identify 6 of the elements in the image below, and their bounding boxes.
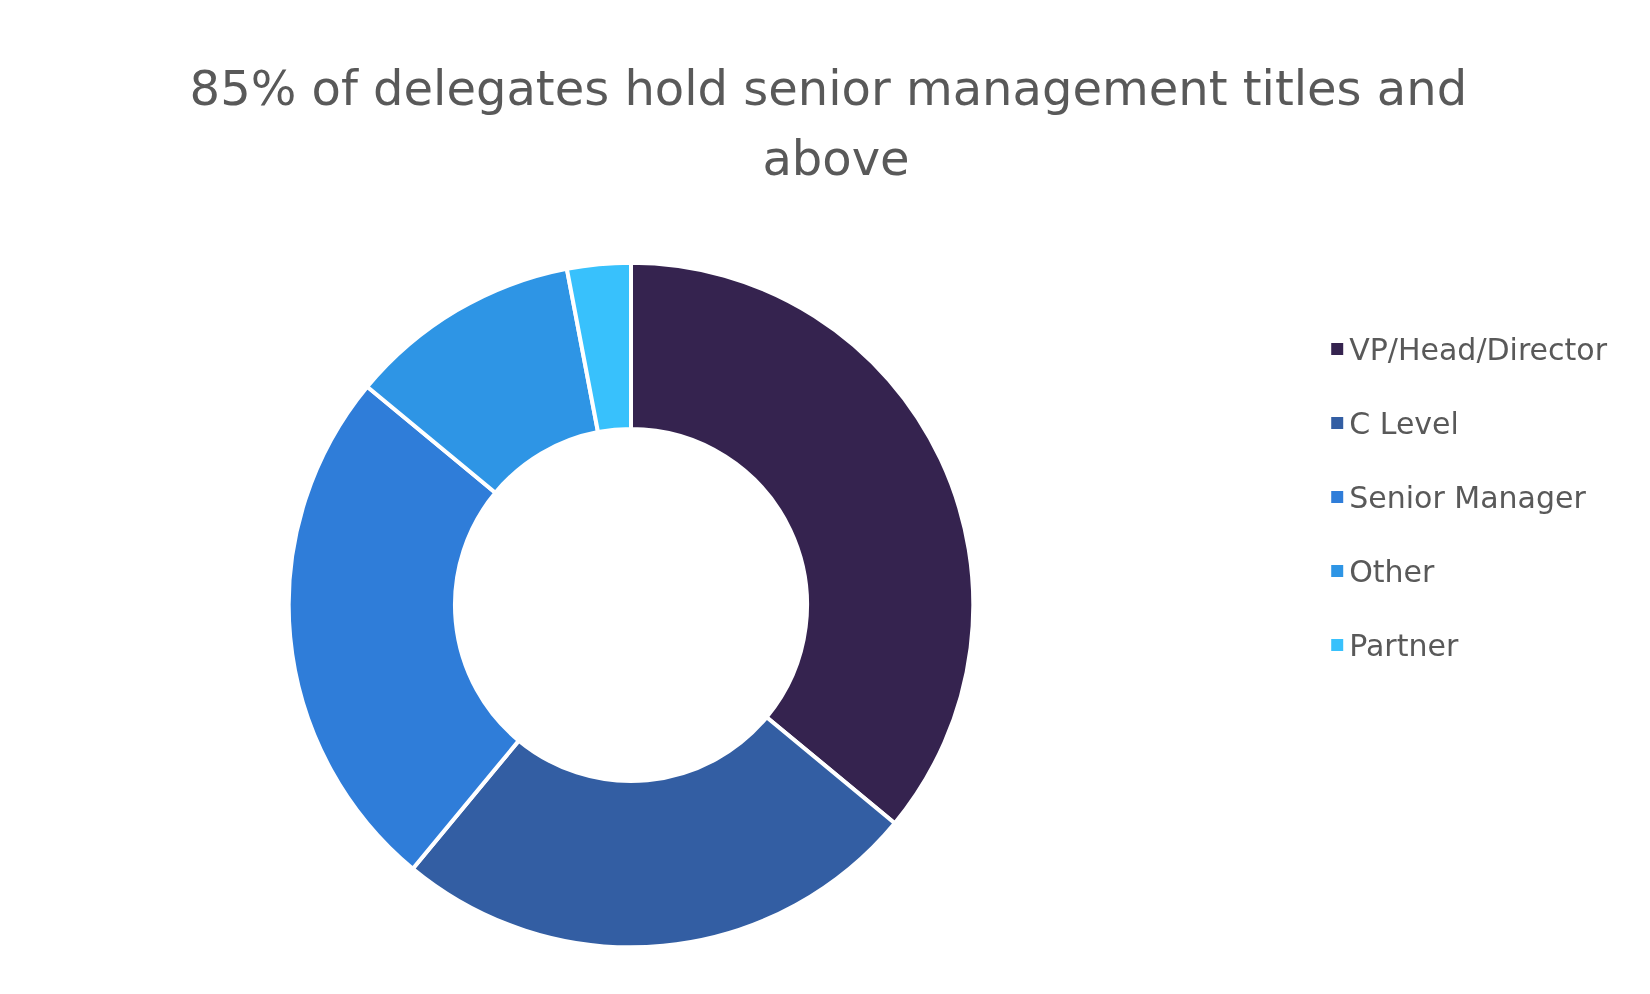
legend-label: Senior Manager [1349, 479, 1587, 515]
legend-label: Partner [1349, 627, 1459, 663]
legend-label: C Level [1349, 405, 1459, 441]
chart-title: 85% of delegates hold senior management titles and above [189, 60, 1483, 186]
legend-label: Other [1349, 553, 1436, 589]
legend-label: VP/Head/Director [1349, 331, 1608, 367]
